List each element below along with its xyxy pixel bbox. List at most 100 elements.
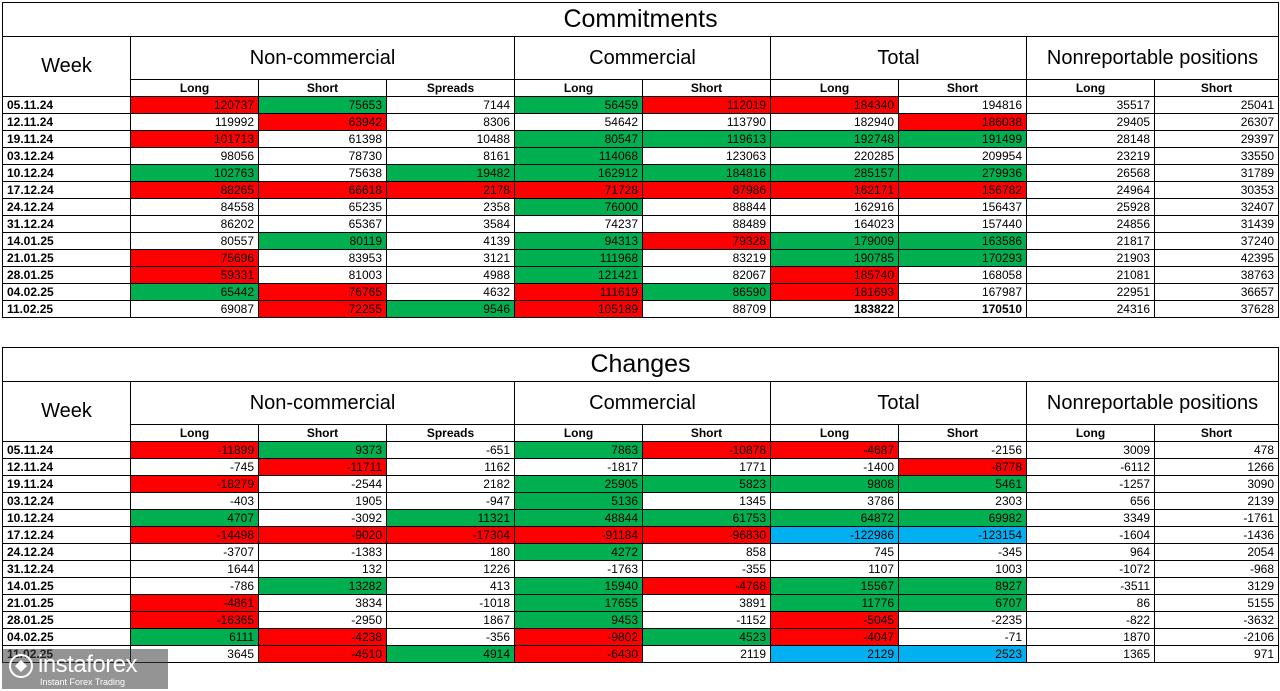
value-cell: -16365 <box>130 611 259 629</box>
value-cell: -11899 <box>130 441 259 459</box>
value-cell: 82067 <box>642 266 771 284</box>
value-cell: 119613 <box>642 130 771 148</box>
value-cell: 21817 <box>1026 232 1155 250</box>
value-cell: 64872 <box>770 509 899 527</box>
total-header: Total <box>770 36 1027 80</box>
week-date-cell: 19.11.24 <box>2 130 131 148</box>
value-cell: 1107 <box>770 560 899 578</box>
value-cell: 2139 <box>1153 492 1280 510</box>
value-cell: -1383 <box>258 543 387 561</box>
week-date-cell: 21.01.25 <box>2 249 131 267</box>
value-cell: -403 <box>130 492 259 510</box>
column-subheader: Spreads <box>386 79 515 97</box>
column-subheader: Short <box>258 424 387 442</box>
value-cell: 17655 <box>514 594 643 612</box>
value-cell: 4272 <box>514 543 643 561</box>
value-cell: -9802 <box>514 628 643 646</box>
column-subheader: Short <box>258 79 387 97</box>
column-subheader: Long <box>770 424 899 442</box>
value-cell: 38763 <box>1153 266 1280 284</box>
value-cell: -1400 <box>770 458 899 476</box>
value-cell: 6707 <box>898 594 1027 612</box>
value-cell: 15940 <box>514 577 643 595</box>
table-row: 21.01.25 75696 83953 3121 111968 83219 190785 1… <box>2 249 1280 267</box>
value-cell: 69982 <box>898 509 1027 527</box>
value-cell: 8161 <box>386 147 515 165</box>
value-cell: 105189 <box>514 300 643 318</box>
table-row: 28.01.25 59331 81003 4988 121421 82067 185740 1… <box>2 266 1280 284</box>
value-cell: 22951 <box>1026 283 1155 301</box>
value-cell: 170510 <box>898 300 1027 318</box>
noncommercial-header: Non-commercial <box>130 36 515 80</box>
column-subheader: Long <box>1026 79 1155 97</box>
value-cell: 1870 <box>1026 628 1155 646</box>
value-cell: 79328 <box>642 232 771 250</box>
week-date-cell: 03.12.24 <box>2 492 131 510</box>
value-cell: 37240 <box>1153 232 1280 250</box>
value-cell: 72255 <box>258 300 387 318</box>
value-cell: -822 <box>1026 611 1155 629</box>
table-row: 24.12.24 -3707 -1383 180 4272 858 745 -345 964 20… <box>2 543 1280 561</box>
value-cell: 80557 <box>130 232 259 250</box>
value-cell: 24316 <box>1026 300 1155 318</box>
commercial-header: Commercial <box>514 381 771 425</box>
column-subheader: Long <box>770 79 899 97</box>
value-cell: 113790 <box>642 113 771 131</box>
week-date-cell: 28.01.25 <box>2 611 131 629</box>
value-cell: 4988 <box>386 266 515 284</box>
value-cell: -355 <box>642 560 771 578</box>
value-cell: -8778 <box>898 458 1027 476</box>
column-subheader: Spreads <box>386 424 515 442</box>
value-cell: -1257 <box>1026 475 1155 493</box>
value-cell: 15567 <box>770 577 899 595</box>
table-row: 21.01.25 -4861 3834 -1018 17655 3891 11776 6707… <box>2 594 1280 612</box>
value-cell: 76765 <box>258 283 387 301</box>
value-cell: 8927 <box>898 577 1027 595</box>
value-cell: 220285 <box>770 147 899 165</box>
value-cell: 76000 <box>514 198 643 216</box>
value-cell: 65442 <box>130 283 259 301</box>
value-cell: 19482 <box>386 164 515 182</box>
week-date-cell: 11.02.25 <box>2 300 131 318</box>
value-cell: -1763 <box>514 560 643 578</box>
value-cell: 74237 <box>514 215 643 233</box>
table-row: 03.12.24 -403 1905 -947 5136 1345 3786 2303 656 2… <box>2 492 1280 510</box>
table-row: 24.12.24 84558 65235 2358 76000 88844 162916 15… <box>2 198 1280 216</box>
value-cell: 88489 <box>642 215 771 233</box>
value-cell: 1905 <box>258 492 387 510</box>
week-date-cell: 12.11.24 <box>2 113 131 131</box>
value-cell: -4047 <box>770 628 899 646</box>
value-cell: 25905 <box>514 475 643 493</box>
table-row: 12.11.24 -745 -11711 1162 -1817 1771 -1400 -877… <box>2 458 1280 476</box>
value-cell: 26307 <box>1153 113 1280 131</box>
value-cell: 86202 <box>130 215 259 233</box>
value-cell: 65235 <box>258 198 387 216</box>
value-cell: 5155 <box>1153 594 1280 612</box>
value-cell: -4238 <box>258 628 387 646</box>
column-subheader: Long <box>130 424 259 442</box>
value-cell: 59331 <box>130 266 259 284</box>
value-cell: 54642 <box>514 113 643 131</box>
value-cell: 2178 <box>386 181 515 199</box>
value-cell: 164023 <box>770 215 899 233</box>
column-subheader: Short <box>898 79 1027 97</box>
value-cell: 114068 <box>514 147 643 165</box>
value-cell: -3707 <box>130 543 259 561</box>
value-cell: 24964 <box>1026 181 1155 199</box>
value-cell: 167987 <box>898 283 1027 301</box>
value-cell: 9546 <box>386 300 515 318</box>
value-cell: -4861 <box>130 594 259 612</box>
value-cell: 6111 <box>130 628 259 646</box>
value-cell: -17304 <box>386 526 515 544</box>
value-cell: 2303 <box>898 492 1027 510</box>
value-cell: 186038 <box>898 113 1027 131</box>
value-cell: 1867 <box>386 611 515 629</box>
week-date-cell: 03.12.24 <box>2 147 131 165</box>
value-cell: 86 <box>1026 594 1155 612</box>
week-date-cell: 31.12.24 <box>2 215 131 233</box>
value-cell: 185740 <box>770 266 899 284</box>
value-cell: -3092 <box>258 509 387 527</box>
value-cell: 1365 <box>1026 645 1155 663</box>
value-cell: 78730 <box>258 147 387 165</box>
column-subheader: Long <box>514 424 643 442</box>
